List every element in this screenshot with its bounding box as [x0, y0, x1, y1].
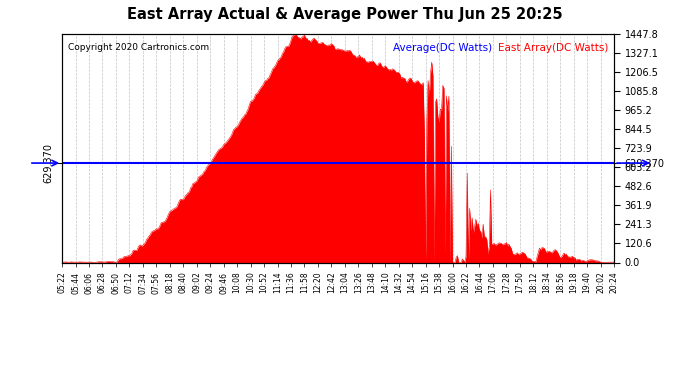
- Text: East Array(DC Watts): East Array(DC Watts): [498, 43, 609, 53]
- Text: East Array Actual & Average Power Thu Jun 25 20:25: East Array Actual & Average Power Thu Ju…: [127, 8, 563, 22]
- Text: Copyright 2020 Cartronics.com: Copyright 2020 Cartronics.com: [68, 43, 209, 52]
- Text: Average(DC Watts): Average(DC Watts): [393, 43, 493, 53]
